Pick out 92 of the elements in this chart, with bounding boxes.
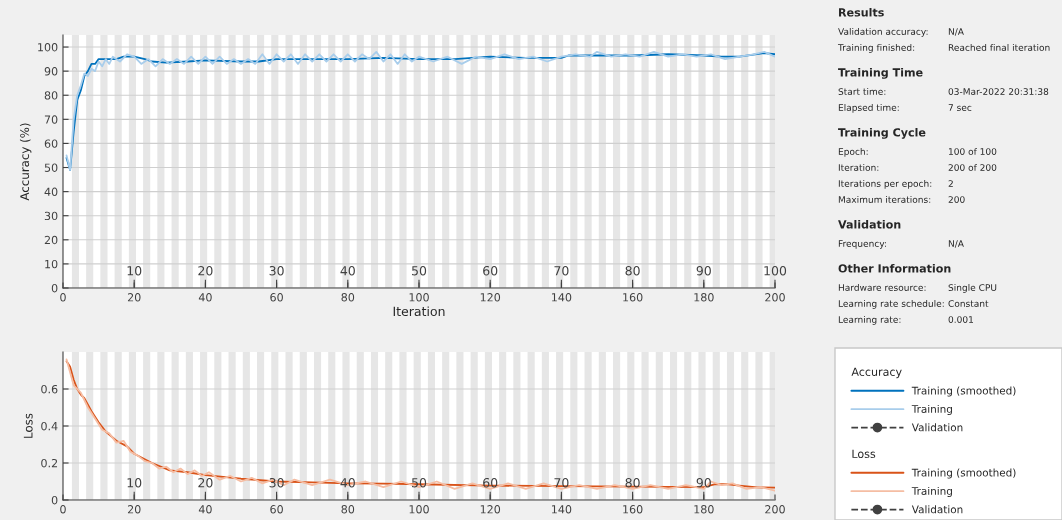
y-tick-label: 30 — [44, 211, 58, 221]
text: Reached final iteration — [948, 44, 1050, 51]
x-tick-label: 40 — [198, 293, 212, 302]
x-tick-label: 60 — [270, 505, 283, 514]
x-tick-label: 0 — [60, 505, 66, 514]
y-tick-label: 40 — [44, 187, 58, 196]
x-axis-title: Iteration — [393, 306, 445, 317]
x-tick-label: 160 — [623, 293, 643, 302]
text: 0.001 — [948, 316, 974, 323]
y-tick-label: 0.4 — [41, 421, 58, 431]
legend-label: Training — [911, 486, 952, 497]
text: N/A — [948, 240, 964, 248]
y-tick-label: 10 — [45, 259, 58, 269]
x2-tick-label: 90 — [696, 478, 711, 488]
text: Training Cycle — [838, 128, 926, 139]
text: Validation — [838, 220, 901, 229]
y-tick-label: 60 — [44, 139, 58, 148]
x2-tick-label: 20 — [198, 266, 213, 276]
y-tick-label: 80 — [44, 91, 58, 100]
y-tick-label: 0 — [51, 495, 58, 505]
x2-tick-label: 40 — [340, 478, 355, 488]
text: Hardware resource: — [838, 284, 926, 291]
legend-label: Training — [911, 404, 952, 415]
text: Elapsed time: — [838, 104, 899, 113]
x2-tick-label: 10 — [127, 266, 142, 276]
y-axis-title: Accuracy (%) — [19, 123, 32, 201]
x2-tick-label: 80 — [625, 266, 640, 276]
y-tick-label: 0.2 — [41, 458, 58, 468]
x2-tick-label: 50 — [412, 266, 427, 276]
x2-tick-label: 90 — [696, 266, 711, 276]
legend-title: Loss — [852, 449, 876, 458]
text: Single CPU — [948, 284, 997, 293]
x-tick-label: 60 — [270, 293, 283, 302]
text: Validation accuracy: — [838, 28, 928, 37]
text: 7 sec — [948, 104, 972, 111]
text: 100 of 100 — [948, 148, 997, 155]
x-tick-label: 100 — [409, 293, 429, 302]
text: Frequency: — [838, 240, 886, 249]
x-tick-label: 120 — [480, 293, 501, 302]
x-tick-label: 80 — [341, 505, 355, 514]
text: Start time: — [838, 88, 886, 95]
x2-tick-label: 80 — [625, 478, 640, 488]
y-tick-label: 100 — [38, 43, 58, 52]
x2-tick-label: 40 — [340, 266, 355, 276]
x2-tick-label: 60 — [483, 266, 498, 276]
x-tick-label: 160 — [623, 505, 643, 514]
x-tick-label: 180 — [694, 293, 714, 302]
y-tick-label: 70 — [44, 115, 58, 124]
text: Training Time — [838, 68, 923, 79]
text: Results — [839, 8, 884, 17]
x-tick-label: 140 — [552, 293, 572, 302]
text: Epoch: — [838, 148, 868, 157]
text: N/A — [948, 28, 964, 36]
text: 03-Mar-2022 20:31:38 — [948, 88, 1049, 95]
x-tick-label: 20 — [127, 293, 141, 302]
x-tick-label: 100 — [409, 505, 429, 514]
text: Maximum iterations: — [838, 196, 931, 203]
y-tick-label: 20 — [44, 235, 58, 245]
x2-tick-label: 30 — [269, 266, 284, 276]
x-tick-label: 140 — [552, 505, 572, 514]
text: Iterations per epoch: — [838, 180, 932, 189]
text: Iteration: — [838, 164, 879, 171]
text: Constant — [948, 300, 989, 307]
text: Learning rate: — [838, 316, 901, 325]
text: 2 — [948, 180, 953, 187]
text: 200 of 200 — [948, 164, 997, 171]
x-tick-label: 40 — [198, 505, 212, 514]
y-axis-title: Loss — [23, 413, 33, 438]
y-tick-label: 0 — [51, 283, 58, 293]
legend-title: Accuracy — [851, 367, 902, 379]
x2-tick-label: 10 — [127, 478, 142, 488]
x-tick-label: 200 — [765, 293, 785, 302]
legend-label: Validation — [911, 505, 963, 514]
x-tick-label: 120 — [480, 505, 501, 514]
x-tick-label: 180 — [694, 505, 714, 514]
x2-tick-label: 100 — [764, 266, 787, 276]
x-tick-label: 0 — [60, 293, 66, 302]
text: Other Information — [838, 264, 951, 273]
legend-label: Training (smoothed) — [911, 386, 1016, 397]
x2-tick-label: 70 — [554, 266, 569, 276]
text: 200 — [948, 196, 965, 203]
x2-tick-label: 20 — [198, 478, 213, 488]
legend-label: Validation — [911, 423, 963, 432]
x-tick-label: 20 — [127, 505, 141, 514]
x-tick-label: 200 — [765, 505, 785, 514]
text: Learning rate schedule: — [838, 300, 944, 309]
legend-label: Training (smoothed) — [911, 468, 1016, 479]
x-tick-label: 80 — [341, 293, 355, 302]
text: Training finished: — [837, 44, 915, 53]
y-tick-label: 50 — [44, 163, 58, 172]
y-tick-label: 90 — [44, 67, 58, 76]
y-tick-label: 0.6 — [41, 384, 58, 394]
